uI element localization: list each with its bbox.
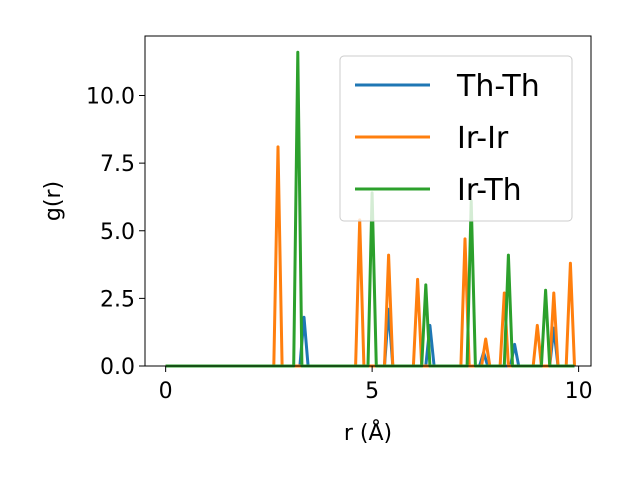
x-tick-label: 0	[159, 379, 173, 404]
axis-ticks: 0 5 10 0.0 2.5 5.0 7.5 10.0	[86, 85, 593, 404]
y-tick-label: 0.0	[100, 355, 135, 380]
legend-box	[339, 55, 573, 222]
legend-label-ir-ir: Ir-Ir	[457, 121, 509, 156]
legend: Th-Th Ir-Ir Ir-Th	[339, 55, 573, 222]
axes-frame	[144, 35, 592, 367]
x-tick-label: 5	[365, 379, 379, 404]
y-tick-label: 5.0	[100, 220, 135, 245]
legend-label-ir-th: Ir-Th	[457, 173, 522, 208]
y-tick-label: 7.5	[100, 152, 135, 177]
y-axis-label: g(r)	[41, 181, 66, 221]
y-tick-label: 10.0	[86, 85, 135, 110]
x-axis-label: r (Å)	[344, 419, 392, 446]
x-tick-label: 10	[565, 379, 593, 404]
y-tick-label: 2.5	[100, 287, 135, 312]
legend-label-th-th: Th-Th	[456, 69, 540, 104]
